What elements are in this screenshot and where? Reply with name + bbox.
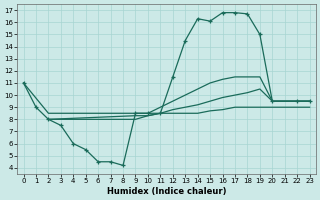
X-axis label: Humidex (Indice chaleur): Humidex (Indice chaleur)	[107, 187, 226, 196]
